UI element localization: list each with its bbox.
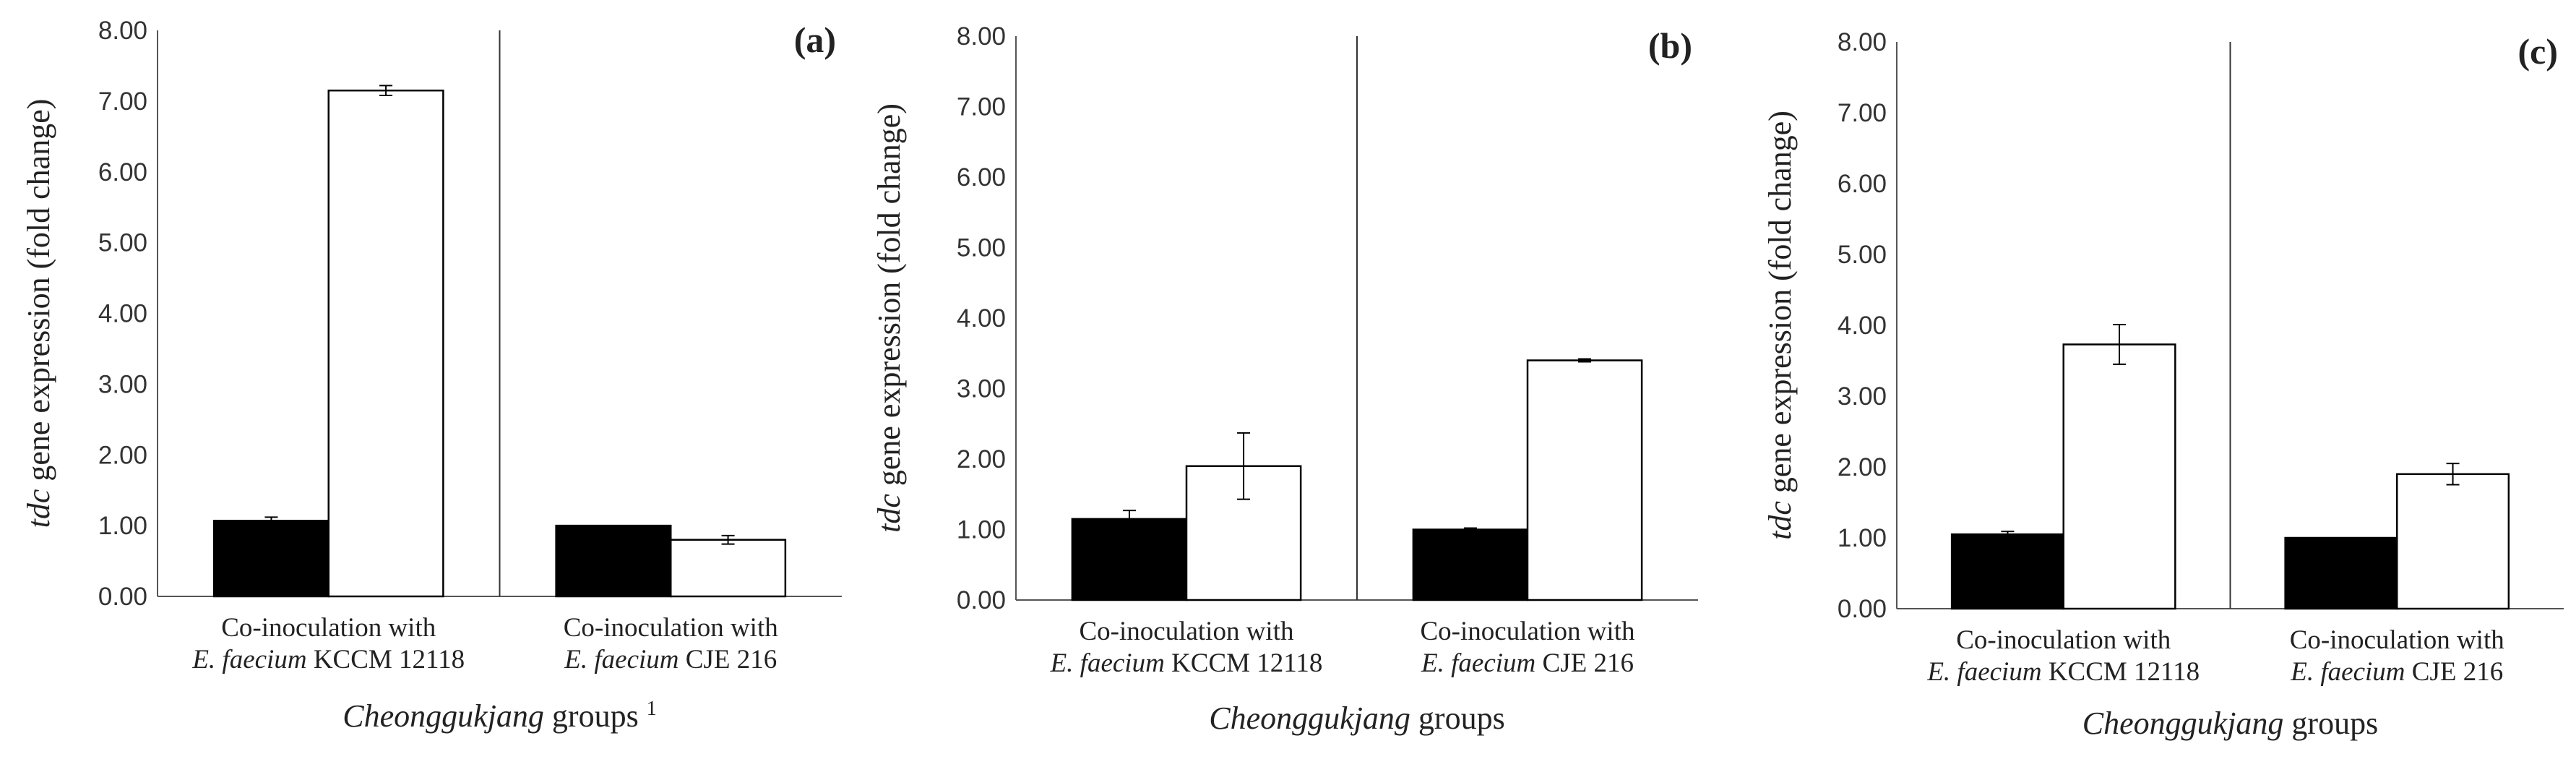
y-tick-label-3.00: 3.00: [98, 370, 147, 398]
chart-panel-2: 0.00 1.00 2.00 3.00 4.00 5.00 6.00 7.00 8.00 Co-i…: [871, 22, 1698, 736]
bar-control-2: [1412, 528, 1529, 601]
bar-treatment-2: [1526, 359, 1643, 601]
y-axis-title: tdc gene expression (fold change): [1762, 111, 1798, 540]
y-tick-label-2.00: 2.00: [98, 441, 147, 469]
bar-treatment-2: [670, 539, 787, 598]
bar-control-1: [1950, 533, 2064, 610]
category-label-1-line2: E. faecium KCCM 12118: [191, 645, 465, 674]
x-axis-title: Cheonggukjang groups 1: [343, 698, 656, 734]
y-tick-label-2.00: 2.00: [957, 445, 1006, 474]
y-tick-label-6.00: 6.00: [957, 163, 1006, 192]
category-label-2-line1: Co-inoculation with: [2290, 625, 2504, 655]
y-axis-title: tdc gene expression (fold change): [871, 103, 907, 533]
category-label-1-line1: Co-inoculation with: [1956, 625, 2171, 655]
bar-treatment-1: [1185, 465, 1302, 601]
x-axis-title: Cheonggukjang groups: [2082, 706, 2378, 741]
y-tick-label-8.00: 8.00: [957, 22, 1006, 51]
category-label-2-line1: Co-inoculation with: [564, 613, 778, 643]
y-tick-label-5.00: 5.00: [1838, 241, 1887, 269]
category-label-2-line1: Co-inoculation with: [1421, 617, 1635, 646]
y-tick-label-7.00: 7.00: [1838, 99, 1887, 127]
bar-treatment-2: [2396, 473, 2510, 610]
category-label-2-line2: E. faecium CJE 216: [2290, 657, 2503, 687]
category-label-1-line1: Co-inoculation with: [221, 613, 436, 643]
category-label-2-line2: E. faecium CJE 216: [1421, 648, 1634, 678]
y-tick-label-5.00: 5.00: [957, 234, 1006, 262]
y-tick-label-3.00: 3.00: [1838, 382, 1887, 411]
y-tick-label-3.00: 3.00: [957, 375, 1006, 403]
bar-control-2: [555, 524, 672, 598]
y-axis-title: tdc gene expression (fold change): [21, 99, 56, 528]
chart-panel-3: 0.00 1.00 2.00 3.00 4.00 5.00 6.00 7.00 8.00 Co-i…: [1762, 28, 2564, 741]
y-tick-label-1.00: 1.00: [957, 516, 1006, 544]
y-tick-label-1.00: 1.00: [98, 512, 147, 540]
panel-label: (c): [2518, 31, 2559, 72]
y-tick-label-1.00: 1.00: [1838, 524, 1887, 552]
y-tick-label-8.00: 8.00: [1838, 28, 1887, 56]
y-tick-label-2.00: 2.00: [1838, 453, 1887, 481]
y-tick-label-5.00: 5.00: [98, 229, 147, 257]
panel-label: (b): [1648, 25, 1692, 66]
x-axis-title: Cheonggukjang groups: [1209, 700, 1504, 736]
y-tick-label-7.00: 7.00: [98, 87, 147, 116]
bar-treatment-1: [2062, 343, 2176, 610]
y-tick-label-0.00: 0.00: [957, 586, 1006, 614]
category-label-1-line2: E. faecium KCCM 12118: [1050, 648, 1323, 678]
category-label-2-line2: E. faecium CJE 216: [564, 645, 777, 674]
panel-label: (a): [794, 20, 836, 60]
y-tick-label-4.00: 4.00: [957, 304, 1006, 333]
y-tick-label-0.00: 0.00: [1838, 595, 1887, 623]
category-label-1-line1: Co-inoculation with: [1080, 617, 1294, 646]
y-tick-label-7.00: 7.00: [957, 93, 1006, 121]
y-tick-label-6.00: 6.00: [1838, 170, 1887, 198]
y-tick-label-6.00: 6.00: [98, 158, 147, 187]
bar-treatment-1: [327, 89, 444, 598]
chart-panel-1: 0.00 1.00 2.00 3.00 4.00 5.00 6.00 7.00 8.00 Co-i…: [21, 17, 842, 734]
bar-control-1: [212, 520, 329, 598]
bar-control-1: [1071, 518, 1188, 601]
y-tick-label-4.00: 4.00: [98, 300, 147, 328]
y-tick-label-4.00: 4.00: [1838, 312, 1887, 340]
y-tick-label-8.00: 8.00: [98, 17, 147, 45]
y-tick-label-0.00: 0.00: [98, 583, 147, 611]
category-label-1-line2: E. faecium KCCM 12118: [1926, 657, 2200, 687]
bar-control-2: [2284, 536, 2398, 610]
